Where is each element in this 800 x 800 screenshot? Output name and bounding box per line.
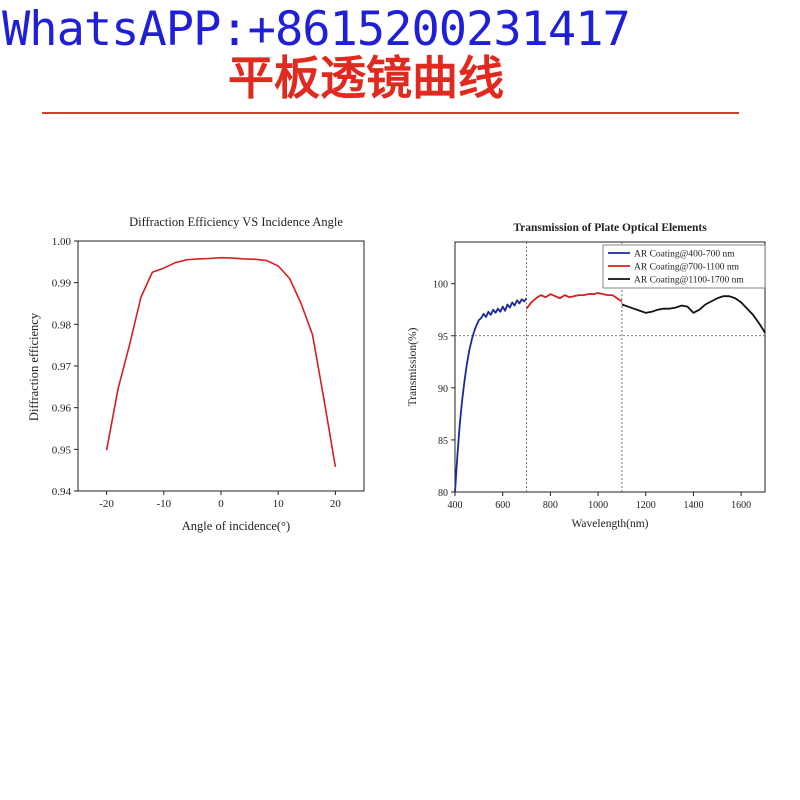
legend: AR Coating@400-700 nm AR Coating@700-1100… xyxy=(602,244,766,289)
chart-title: Transmission of Plate Optical Elements xyxy=(513,222,707,234)
series-line-1 xyxy=(454,297,528,493)
x-tick-label: 1600 xyxy=(731,500,751,511)
y-axis-label: Transmission(%) xyxy=(407,327,419,406)
plot-frame xyxy=(77,240,365,492)
series-line-1 xyxy=(105,256,337,467)
legend-label: AR Coating@700-1100 nm xyxy=(634,263,740,273)
x-tick-label: 1200 xyxy=(636,500,656,511)
y-tick-label: 0.97 xyxy=(52,361,72,373)
page-title: 平板透镜曲线 xyxy=(228,51,504,105)
x-tick-label: 600 xyxy=(495,500,510,511)
x-tick-label: 0 xyxy=(218,498,224,510)
y-tick-label: 90 xyxy=(438,384,448,395)
x-axis-label: Wavelength(nm) xyxy=(572,518,649,530)
x-tick-label: -20 xyxy=(99,498,114,510)
y-tick-label: 0.96 xyxy=(52,403,72,415)
x-tick-label: 1000 xyxy=(588,500,608,511)
y-axis-label: Diffraction efficiency xyxy=(27,312,41,421)
series-line-2 xyxy=(525,292,623,310)
x-tick-label: -10 xyxy=(156,498,171,510)
y-tick-label: 0.94 xyxy=(52,486,72,498)
transmission-chart: Transmission of Plate Optical Elements 4… xyxy=(407,222,766,530)
legend-label: AR Coating@400-700 nm xyxy=(634,250,735,260)
y-tick-label: 85 xyxy=(438,436,448,447)
y-tick-label: 95 xyxy=(438,332,448,343)
y-tick-label: 0.95 xyxy=(52,444,72,456)
chart-title: Diffraction Efficiency VS Incidence Angl… xyxy=(129,215,343,229)
y-tick-label: 80 xyxy=(438,488,448,499)
y-tick-label: 0.98 xyxy=(52,319,72,331)
x-tick-label: 800 xyxy=(543,500,558,511)
x-tick-label: 10 xyxy=(273,498,285,510)
series-line-3 xyxy=(621,295,766,334)
plot-frame xyxy=(454,241,766,493)
title-divider xyxy=(42,112,739,114)
y-tick-label: 0.99 xyxy=(52,278,72,290)
x-axis-label: Angle of incidence(°) xyxy=(182,519,290,533)
x-tick-label: 1400 xyxy=(683,500,703,511)
x-tick-label: 400 xyxy=(448,500,463,511)
y-tick-label: 100 xyxy=(433,280,448,291)
y-tick-label: 1.00 xyxy=(52,236,72,248)
legend-label: AR Coating@1100-1700 nm xyxy=(634,276,744,286)
diffraction-efficiency-chart: Diffraction Efficiency VS Incidence Angl… xyxy=(27,215,365,533)
watermark-text: WhatsAPP:+8615200231417 xyxy=(2,2,631,57)
x-tick-label: 20 xyxy=(330,498,342,510)
